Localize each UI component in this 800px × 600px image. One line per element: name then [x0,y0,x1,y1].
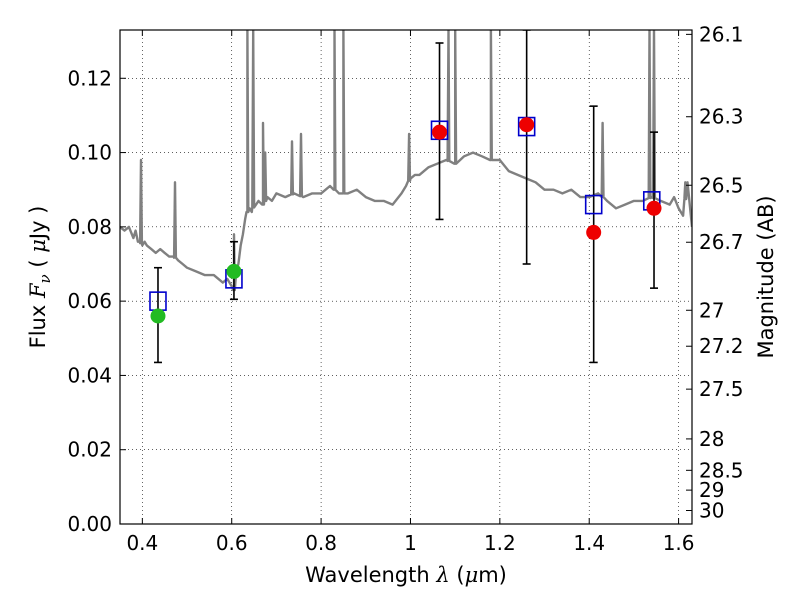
y2-tick-label: 26.7 [699,230,744,254]
observed-flux-marker [226,263,242,279]
observed-flux-marker [519,117,535,133]
x-tick-label: 1.6 [663,531,695,555]
y2-tick-label: 27 [699,298,724,322]
y2-tick-label: 27.2 [699,334,744,358]
y2-tick-label: 28.5 [699,458,744,482]
y-tick-label: 0.04 [67,363,112,387]
y2-tick-label: 27.5 [699,377,744,401]
y-axis-ticks: 0.00 0.02 0.04 0.06 0.08 0.10 0.12 [67,66,126,536]
x-tick-label: 1 [404,531,417,555]
observed-flux-marker [646,200,662,216]
y-axis-label: Flux Fν ( μJy ) [26,206,54,349]
observed-flux-marker [432,124,448,140]
y-tick-label: 0.12 [67,66,112,90]
plot-background [120,30,692,524]
model-spectrum [120,30,692,292]
observed-flux-marker [586,224,602,240]
x-tick-label: 0.8 [305,531,337,555]
y2-tick-label: 26.5 [699,173,744,197]
y-tick-label: 0.10 [67,141,112,165]
y2-axis-label: Magnitude (AB) [754,195,778,358]
spectrum-line [120,30,692,292]
plot-frame [119,29,693,525]
y2-tick-label: 26.3 [699,105,744,129]
x-tick-label: 1.2 [484,531,516,555]
observed-flux-marker [150,308,166,324]
y2-tick-label: 29 [699,478,724,502]
x-tick-label: 0.4 [126,531,158,555]
y2-tick-label: 30 [699,499,724,523]
y-tick-label: 0.00 [67,512,112,536]
y-tick-label: 0.08 [67,215,112,239]
data-markers [149,116,662,324]
model-photometry-marker [584,194,603,215]
y-tick-label: 0.06 [67,289,112,313]
x-axis-ticks: 0.4 0.6 0.8 1 1.2 1.4 1.6 [126,30,695,555]
x-tick-label: 1.4 [573,531,605,555]
y-tick-label: 0.02 [67,438,112,462]
x-axis-label: Wavelength λ (μm) [305,563,507,587]
y2-tick-label: 28 [699,427,724,451]
x-tick-label: 0.6 [216,531,248,555]
y2-tick-label: 26.1 [699,22,744,46]
